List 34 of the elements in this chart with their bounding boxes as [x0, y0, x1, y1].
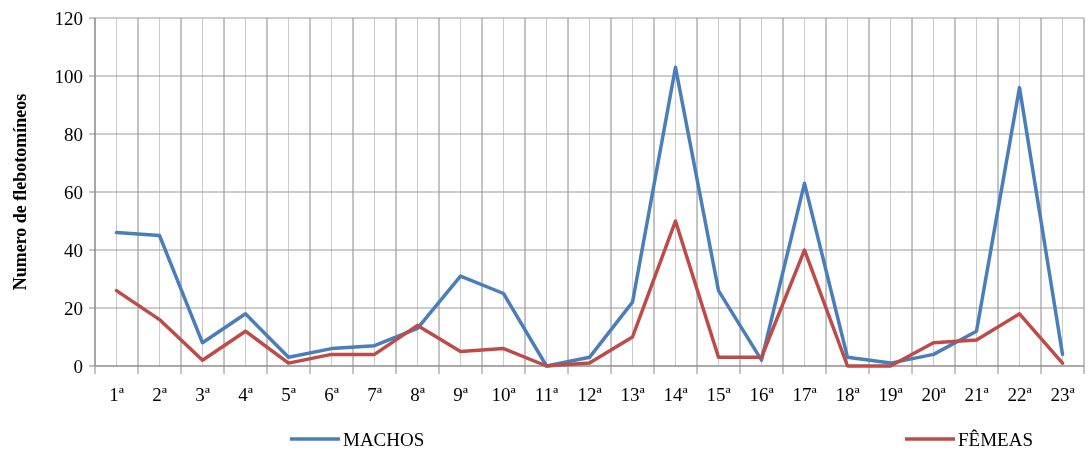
line-series [114, 219, 1065, 368]
legend-label: FÊMEAS [958, 428, 1033, 450]
x-tick-label: 17ª [792, 384, 818, 405]
legend-label: MACHOS [343, 428, 425, 450]
x-tick-label: 1ª [109, 384, 125, 405]
x-tick-label: 20ª [921, 384, 947, 405]
y-tick-label: 80 [64, 123, 83, 145]
x-tick-label: 9ª [453, 384, 469, 405]
x-tick-label: 3ª [195, 384, 211, 405]
x-tick-label: 16ª [749, 384, 775, 405]
x-tick-label: 14ª [663, 384, 689, 405]
y-tick-label: 20 [64, 297, 83, 319]
x-tick-label: 4ª [238, 384, 254, 405]
y-axis-title: Numero de flebotomíneos [10, 93, 30, 291]
x-tick-label: 23ª [1050, 384, 1076, 405]
y-tick-label: 60 [64, 181, 83, 203]
y-tick-label: 120 [54, 7, 83, 29]
x-tick-label: 18ª [835, 384, 861, 405]
y-tick-label: 40 [64, 239, 83, 261]
x-tick-label: 15ª [706, 384, 732, 405]
y-tick-label: 100 [54, 65, 83, 87]
y-tick-label: 0 [73, 355, 83, 377]
x-tick-label: 8ª [410, 384, 426, 405]
x-tick-label: 22ª [1007, 384, 1033, 405]
x-tick-label: 2ª [152, 384, 168, 405]
x-tick-label: 11ª [534, 384, 560, 405]
x-tick-label: 6ª [324, 384, 340, 405]
x-tick-label: 13ª [620, 384, 646, 405]
x-tick-label: 19ª [878, 384, 904, 405]
x-tick-label: 10ª [491, 384, 517, 405]
x-tick-label: 12ª [577, 384, 603, 405]
x-tick-label: 21ª [964, 384, 990, 405]
x-tick-label: 7ª [367, 384, 383, 405]
x-tick-label: 5ª [281, 384, 297, 405]
